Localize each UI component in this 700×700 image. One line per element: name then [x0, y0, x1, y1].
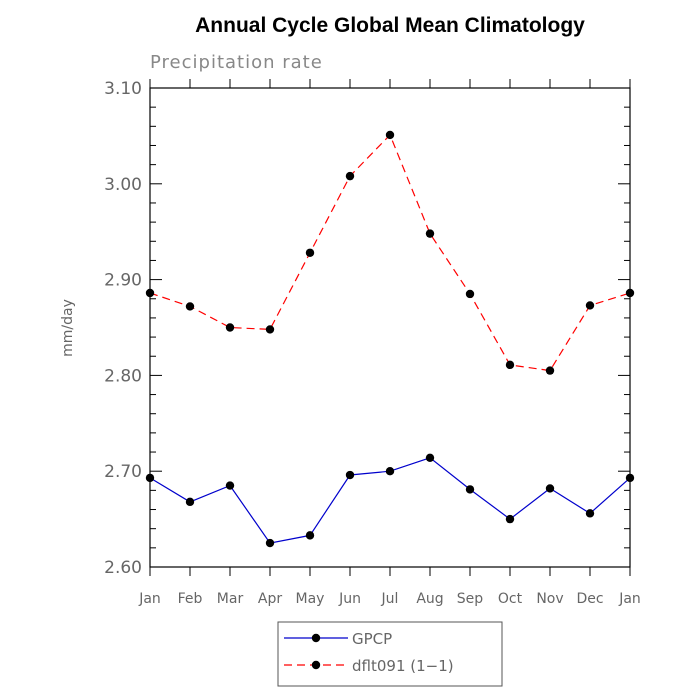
series-1-point — [225, 323, 235, 332]
x-tick-label: Nov — [536, 591, 563, 607]
x-tick-label: Jul — [381, 591, 399, 607]
series-0-point — [585, 509, 595, 518]
y-tick-label: 3.10 — [104, 79, 142, 99]
x-tick-label: Feb — [178, 591, 203, 607]
y-tick-labels: 2.60 2.70 2.80 2.90 3.00 3.10 — [104, 79, 142, 578]
series-0-point — [505, 514, 515, 524]
series-group — [145, 130, 635, 548]
x-tick-label: Aug — [416, 591, 443, 607]
x-tick-label: Dec — [576, 591, 603, 607]
axis-ticks — [149, 79, 631, 576]
plot-frame — [149, 87, 631, 568]
legend-marker-1 — [311, 660, 321, 670]
legend-label-0: GPCP — [352, 630, 392, 648]
chart-subtitle: Precipitation rate — [150, 52, 323, 73]
x-tick-label: Sep — [457, 591, 484, 607]
series-1-point — [185, 302, 195, 311]
y-tick-label: 2.80 — [104, 366, 142, 386]
series-1-point — [465, 289, 475, 299]
series-1-point — [545, 366, 555, 375]
x-tick-label: Apr — [258, 591, 282, 607]
series-0-point — [545, 484, 555, 493]
series-0-point — [465, 485, 475, 494]
series-1-point — [425, 229, 435, 238]
x-tick-label: Mar — [217, 591, 244, 607]
series-line-1 — [149, 133, 631, 372]
series-0-point — [345, 470, 355, 480]
series-1-point — [305, 248, 315, 257]
x-tick-labels: Jan Feb Mar Apr May Jun Jul Aug Sep Oct Nov Dec Jan — [138, 591, 641, 607]
series-1-point — [345, 171, 355, 181]
y-tick-label: 2.60 — [104, 558, 142, 578]
x-tick-label: Jan — [138, 591, 161, 607]
y-tick-label: 3.00 — [104, 175, 142, 195]
legend-box — [277, 621, 503, 687]
legend-label-1: dflt091 (1−1) — [352, 657, 454, 675]
series-1-point — [385, 130, 395, 140]
series-0-point — [305, 531, 315, 540]
series-0-point — [185, 497, 195, 507]
x-tick-label: Oct — [498, 591, 523, 607]
series-1-point — [585, 301, 595, 310]
y-tick-label: 2.90 — [104, 271, 142, 291]
y-tick-label: 2.70 — [104, 462, 142, 482]
y-axis-label: mm/day — [60, 299, 76, 357]
x-tick-label: Jan — [618, 591, 641, 607]
x-tick-label: Jun — [338, 591, 361, 607]
legend-marker-0 — [311, 633, 321, 643]
legend: GPCP dflt091 (1−1) — [277, 621, 503, 687]
chart-title: Annual Cycle Global Mean Climatology — [195, 14, 585, 37]
x-tick-label: May — [296, 591, 325, 607]
series-0-point — [385, 467, 395, 476]
series-1-point — [505, 360, 515, 370]
series-0-point — [425, 453, 435, 462]
series-0-point — [225, 481, 235, 490]
series-0-point — [265, 538, 275, 548]
series-1-point — [265, 325, 275, 334]
